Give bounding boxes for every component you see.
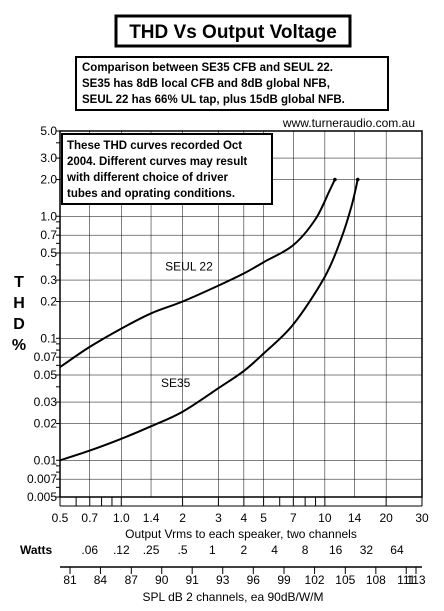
- x-tick-label: 0.5: [52, 511, 69, 525]
- x-tick-label: 5: [260, 511, 267, 525]
- y-tick-label: 0.07: [34, 350, 58, 364]
- ylabel-letter-percent: %: [12, 337, 26, 354]
- series-label-se35: SE35: [161, 376, 191, 390]
- chart-title: THD Vs Output Voltage: [129, 22, 337, 43]
- y-tick-label: 0.5: [40, 246, 57, 260]
- watts-tick-label: 64: [390, 543, 404, 557]
- y-tick-label: 0.03: [34, 395, 58, 409]
- x-tick-label: 14: [348, 511, 362, 525]
- ylabel-letter-h: H: [13, 295, 25, 312]
- watts-label: Watts: [20, 543, 53, 557]
- spl-tick-label: 91: [186, 573, 200, 587]
- spl-tick-label: 87: [125, 573, 139, 587]
- x-tick-label: 3: [215, 511, 222, 525]
- series-line-se35: [59, 179, 359, 462]
- watts-tick-label: .12: [113, 543, 130, 557]
- spl-tick-label: 90: [155, 573, 169, 587]
- watermark-url: www.turneraudio.com.au: [282, 116, 415, 130]
- series-line-seul22: [59, 179, 336, 368]
- y-tick-label: 0.007: [27, 472, 57, 486]
- watts-tick-label: .5: [178, 543, 188, 557]
- x-axis-label: Output Vrms to each speaker, two channel…: [125, 527, 357, 541]
- y-tick-label: 0.7: [40, 228, 57, 242]
- watts-tick-label: .25: [143, 543, 160, 557]
- x-tick-label: 0.7: [81, 511, 98, 525]
- subtitle-line-1: Comparison between SE35 CFB and SEUL 22.: [82, 62, 333, 74]
- series-end-point: [355, 177, 360, 182]
- watts-tick-label: .06: [81, 543, 98, 557]
- spl-tick-label: 84: [94, 573, 108, 587]
- plot-frame: [59, 130, 423, 498]
- x-tick-label: 4: [241, 511, 248, 525]
- spl-tick-label: 105: [335, 573, 355, 587]
- note-line-3: with different choice of driver: [66, 172, 229, 184]
- spl-tick-label: 108: [366, 573, 386, 587]
- spl-label: SPL dB 2 channels, ea 90dB/W/M: [143, 590, 324, 604]
- x-tick-label: 20: [379, 511, 393, 525]
- note-line-4: tubes and oprating conditions.: [67, 188, 235, 200]
- watts-tick-label: 32: [360, 543, 374, 557]
- subtitle-line-3: SEUL 22 has 66% UL tap, plus 15dB global…: [82, 94, 345, 106]
- x-tick-label: 30: [415, 511, 429, 525]
- ylabel-letter-t: T: [14, 274, 24, 291]
- y-tick-label: 0.1: [40, 331, 57, 345]
- watts-tick-label: 4: [271, 543, 278, 557]
- x-tick-label: 2: [179, 511, 186, 525]
- spl-tick-label: 96: [247, 573, 261, 587]
- x-tick-label: 7: [290, 511, 297, 525]
- y-tick-label: 0.05: [34, 368, 58, 382]
- note-line-1: These THD curves recorded Oct: [67, 140, 242, 152]
- watts-tick-label: 2: [241, 543, 248, 557]
- watts-scale: .06 .12 .25 .5 1 2 4 8 16 32 64: [81, 543, 404, 557]
- watts-tick-label: 1: [209, 543, 216, 557]
- y-tick-label: 0.2: [40, 295, 57, 309]
- y-tick-label: 3.0: [40, 151, 57, 165]
- spl-tick-label: 93: [216, 573, 230, 587]
- x-tick-label: 1.4: [143, 511, 160, 525]
- spl-tick-label: 113: [406, 573, 425, 587]
- spl-tick-label: 102: [305, 573, 325, 587]
- watts-tick-label: 16: [329, 543, 343, 557]
- y-tick-label: 5.0: [40, 124, 57, 138]
- y-tick-label: 2.0: [40, 173, 57, 187]
- y-tick-label: 0.005: [27, 490, 57, 504]
- note-box: [61, 133, 273, 205]
- y-tick-label: 0.02: [34, 417, 58, 431]
- y-tick-label: 1.0: [40, 209, 57, 223]
- spl-tick-label: 81: [63, 573, 77, 587]
- y-tick-label: 0.3: [40, 273, 57, 287]
- subtitle-box: [75, 56, 389, 111]
- watts-tick-label: 8: [302, 543, 309, 557]
- tick-layer: 5.0 3.0 2.0 1.0 0.7 0.5 0.3 0.2 0.1 0.07 0.05 0.03 0…: [27, 124, 423, 507]
- series-layer: [59, 177, 360, 462]
- subtitle-line-2: SE35 has 8dB local CFB and 8dB global NF…: [82, 78, 330, 90]
- y-tick-label: 0.01: [34, 453, 58, 467]
- x-tick-label: 10: [318, 511, 332, 525]
- ylabel-letter-d: D: [13, 316, 25, 333]
- spl-tick-label: 111: [397, 573, 416, 587]
- note-line-2: 2004. Different curves may result: [67, 156, 247, 168]
- series-end-point: [333, 177, 337, 182]
- x-tick-label: 1.0: [113, 511, 130, 525]
- series-label-seul22: SEUL 22: [165, 259, 213, 273]
- title-box: [114, 14, 352, 48]
- spl-tick-label: 99: [277, 573, 291, 587]
- x-tick-labels: 0.5 0.7 1.0 1.4 2 3 4 5 7 10 14 20 30: [52, 511, 429, 525]
